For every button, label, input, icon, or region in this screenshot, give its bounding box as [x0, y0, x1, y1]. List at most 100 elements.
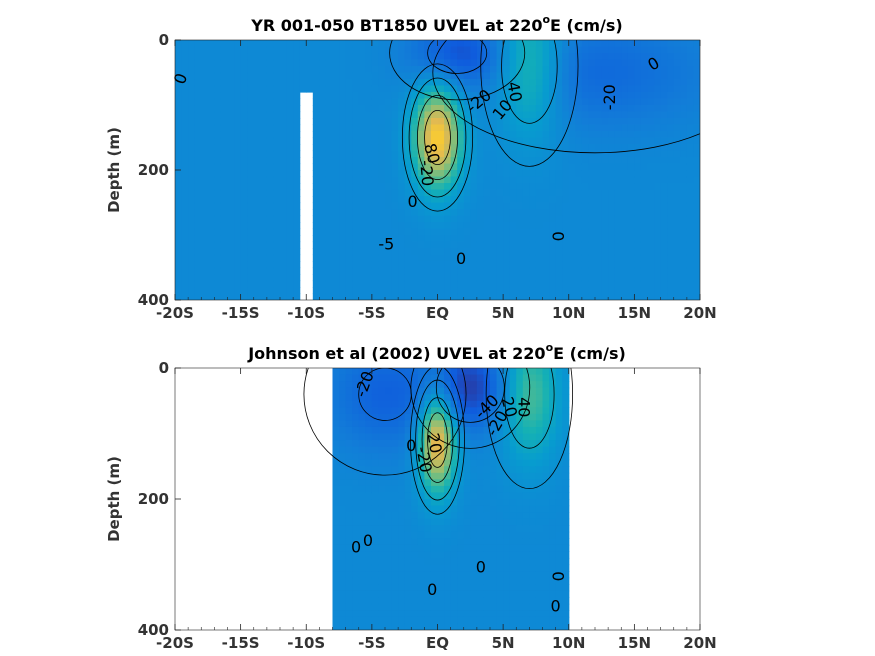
heatmap-cell: [371, 413, 380, 421]
heatmap-cell: [470, 228, 478, 236]
heatmap-cell: [260, 98, 268, 106]
heatmap-cell: [634, 72, 642, 80]
heatmap-cell: [555, 274, 563, 282]
heatmap-cell: [654, 59, 662, 67]
heatmap-cell: [332, 413, 340, 421]
heatmap-cell: [365, 118, 373, 126]
heatmap-cell: [444, 124, 452, 132]
heatmap-cell: [509, 387, 517, 395]
heatmap-cell: [509, 551, 517, 559]
heatmap-cell: [424, 267, 432, 275]
heatmap-cell: [444, 215, 452, 223]
heatmap-cell: [654, 137, 662, 145]
heatmap-cell: [234, 92, 242, 100]
heatmap-cell: [483, 170, 491, 178]
heatmap-cell: [430, 472, 439, 480]
heatmap-cell: [365, 538, 373, 546]
heatmap-cell: [490, 53, 498, 61]
heatmap-cell: [562, 505, 570, 513]
heatmap-cell: [378, 248, 386, 256]
heatmap-cell: [542, 590, 550, 598]
heatmap-cell: [404, 248, 412, 256]
heatmap-cell: [647, 85, 655, 93]
heatmap-cell: [306, 53, 314, 61]
heatmap-cell: [680, 235, 688, 243]
heatmap-cell: [365, 426, 373, 435]
heatmap-cell: [194, 150, 202, 158]
heatmap-cell: [273, 144, 281, 152]
heatmap-cell: [496, 241, 504, 249]
heatmap-cell: [240, 228, 248, 236]
heatmap-cell: [667, 189, 675, 197]
heatmap-cell: [555, 293, 563, 300]
heatmap-cell: [673, 92, 681, 100]
heatmap-cell: [640, 79, 649, 87]
heatmap-cell: [194, 53, 202, 61]
heatmap-cell: [424, 274, 432, 282]
heatmap-cell: [483, 287, 491, 295]
heatmap-cell: [227, 202, 235, 210]
heatmap-cell: [404, 603, 412, 611]
heatmap-cell: [430, 170, 439, 178]
heatmap-cell: [693, 248, 700, 256]
heatmap-cell: [693, 202, 700, 210]
heatmap-cell: [496, 551, 504, 559]
heatmap-cell: [365, 98, 373, 106]
heatmap-cell: [660, 176, 668, 184]
heatmap-cell: [463, 544, 471, 552]
heatmap-cell: [450, 512, 458, 520]
heatmap-cell: [549, 492, 557, 500]
heatmap-cell: [385, 525, 393, 533]
heatmap-cell: [463, 118, 471, 126]
heatmap-cell: [496, 59, 504, 67]
heatmap-cell: [332, 98, 340, 106]
heatmap-cell: [647, 235, 655, 243]
heatmap-cell: [496, 590, 504, 598]
heatmap-cell: [266, 293, 275, 300]
heatmap-cell: [621, 150, 629, 158]
heatmap-cell: [522, 426, 530, 435]
heatmap-cell: [686, 92, 695, 100]
heatmap-cell: [352, 557, 360, 566]
heatmap-cell: [601, 215, 609, 223]
heatmap-cell: [535, 79, 544, 87]
heatmap-cell: [339, 479, 347, 487]
heatmap-cell: [325, 287, 334, 295]
heatmap-cell: [516, 400, 524, 408]
heatmap-cell: [516, 440, 524, 448]
heatmap-cell: [627, 202, 635, 210]
heatmap-cell: [339, 261, 347, 269]
heatmap-cell: [352, 610, 360, 618]
heatmap-cell: [339, 400, 347, 408]
heatmap-cell: [240, 92, 248, 100]
heatmap-cell: [575, 196, 583, 204]
y-tick-label: 400: [138, 621, 169, 639]
heatmap-cell: [608, 222, 616, 230]
heatmap-cell: [339, 131, 347, 139]
heatmap-cell: [398, 157, 406, 165]
heatmap-cell: [450, 610, 458, 618]
heatmap-cell: [385, 531, 393, 539]
heatmap-cell: [417, 584, 425, 592]
heatmap-cell: [490, 623, 498, 630]
heatmap-cell: [667, 176, 675, 184]
heatmap-cell: [345, 577, 353, 585]
heatmap-cell: [430, 479, 439, 487]
heatmap-cell: [430, 505, 439, 513]
heatmap-cell: [398, 53, 406, 61]
heatmap-cell: [430, 40, 439, 48]
heatmap-cell: [378, 387, 386, 395]
heatmap-cell: [358, 479, 366, 487]
heatmap-cell: [529, 407, 537, 415]
contour-label: -20: [412, 445, 435, 474]
heatmap-cell: [496, 538, 504, 546]
heatmap-cell: [352, 254, 360, 262]
heatmap-cell: [490, 261, 498, 269]
heatmap-cell: [667, 267, 675, 275]
heatmap-cell: [293, 202, 301, 210]
heatmap-cell: [450, 228, 458, 236]
heatmap-cell: [385, 92, 393, 100]
heatmap-cell: [660, 137, 668, 145]
heatmap-cell: [575, 144, 583, 152]
heatmap-cell: [529, 446, 537, 454]
